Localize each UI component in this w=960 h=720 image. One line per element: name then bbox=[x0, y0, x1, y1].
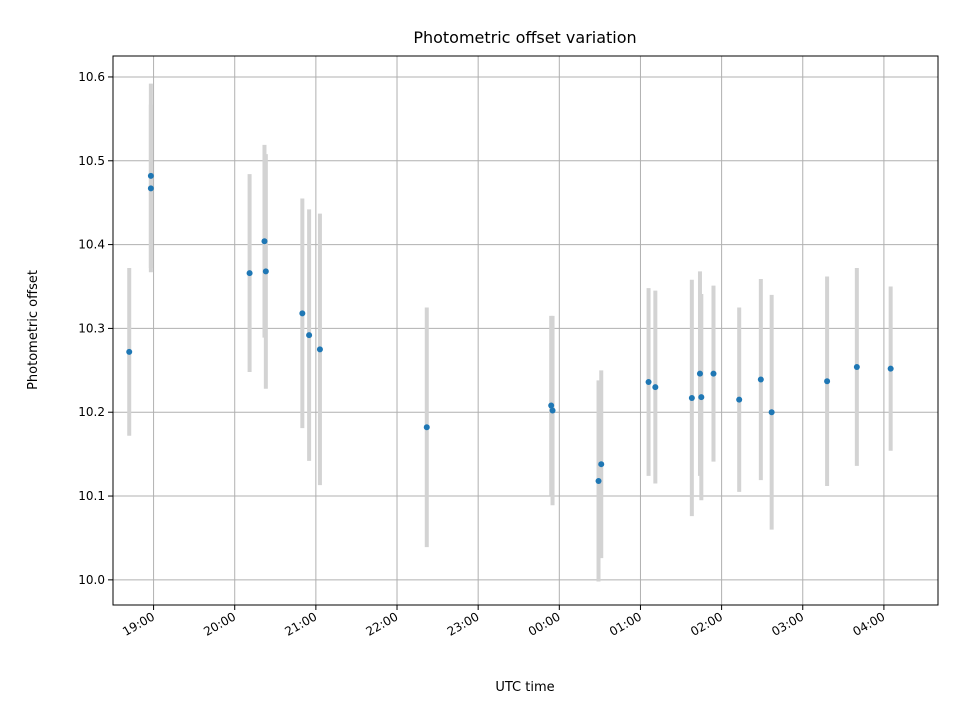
x-tick-label: 02:00 bbox=[688, 609, 725, 638]
data-point bbox=[299, 310, 306, 317]
data-point bbox=[688, 394, 695, 401]
error-bars bbox=[127, 83, 893, 582]
x-tick-label: 22:00 bbox=[364, 609, 401, 638]
grid bbox=[113, 56, 938, 605]
data-point bbox=[548, 402, 555, 409]
data-point bbox=[261, 238, 268, 245]
y-tick-label: 10.4 bbox=[78, 238, 105, 252]
y-tick-label: 10.2 bbox=[78, 405, 105, 419]
y-axis: 10.0 10.1 10.2 10.3 10.4 10.5 10.6 bbox=[78, 70, 113, 587]
data-point bbox=[423, 424, 430, 431]
y-axis-label: Photometric offset bbox=[26, 270, 41, 390]
data-point bbox=[698, 394, 705, 401]
x-tick-label: 03:00 bbox=[769, 609, 806, 638]
data-point bbox=[768, 409, 775, 416]
data-point bbox=[757, 376, 764, 383]
data-point bbox=[736, 396, 743, 403]
data-point bbox=[595, 477, 602, 484]
x-tick-label: 20:00 bbox=[201, 609, 238, 638]
y-tick-label: 10.5 bbox=[78, 154, 105, 168]
data-point bbox=[126, 348, 133, 355]
data-points bbox=[126, 172, 894, 484]
data-point bbox=[598, 461, 605, 468]
data-point bbox=[549, 407, 556, 414]
data-point bbox=[306, 332, 313, 339]
data-point bbox=[147, 185, 154, 192]
data-point bbox=[696, 370, 703, 377]
data-point bbox=[824, 378, 831, 385]
x-tick-label: 19:00 bbox=[120, 609, 157, 638]
x-axis-label: UTC time bbox=[495, 680, 554, 695]
data-point bbox=[262, 268, 269, 275]
x-tick-label: 04:00 bbox=[850, 609, 887, 638]
y-tick-label: 10.1 bbox=[78, 489, 105, 503]
x-tick-label: 23:00 bbox=[445, 609, 482, 638]
y-tick-label: 10.0 bbox=[78, 573, 105, 587]
data-point bbox=[652, 384, 659, 391]
y-tick-label: 10.6 bbox=[78, 70, 105, 84]
chart-title: Photometric offset variation bbox=[413, 28, 636, 47]
x-axis: 19:00 20:00 21:00 22:00 23:00 00:00 01:00 02:00… bbox=[120, 605, 887, 639]
x-tick-label: 00:00 bbox=[526, 609, 563, 638]
x-tick-label: 01:00 bbox=[607, 609, 644, 638]
y-tick-label: 10.3 bbox=[78, 321, 105, 335]
data-point bbox=[887, 365, 894, 372]
data-point bbox=[853, 363, 860, 370]
plot-frame bbox=[112, 55, 939, 606]
data-point bbox=[246, 270, 253, 277]
data-point bbox=[710, 370, 717, 377]
data-point bbox=[316, 346, 323, 353]
data-point bbox=[147, 172, 154, 179]
data-point bbox=[645, 379, 652, 386]
x-tick-label: 21:00 bbox=[282, 609, 319, 638]
